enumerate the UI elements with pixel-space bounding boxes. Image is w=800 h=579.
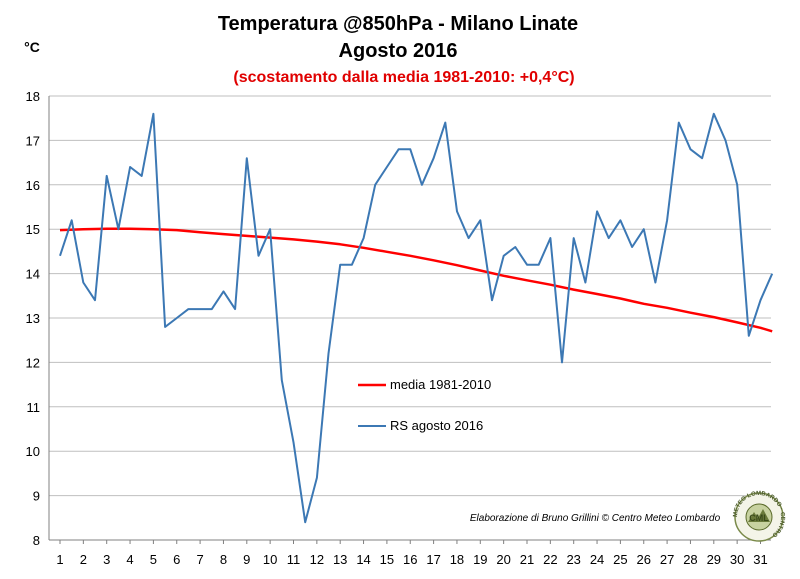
x-tick-label-3: 3 xyxy=(103,552,110,567)
y-tick-label-9: 9 xyxy=(33,489,40,504)
x-tick-label-4: 4 xyxy=(126,552,133,567)
x-tick-label-22: 22 xyxy=(543,552,557,567)
y-axis-unit: °C xyxy=(24,39,40,55)
x-tick-label-23: 23 xyxy=(566,552,580,567)
x-tick-label-25: 25 xyxy=(613,552,627,567)
x-tick-label-11: 11 xyxy=(287,552,301,567)
credit-text: Elaborazione di Bruno Grillini © Centro … xyxy=(470,513,721,524)
x-tick-label-12: 12 xyxy=(310,552,324,567)
x-tick-label-26: 26 xyxy=(637,552,651,567)
chart-title-line2: Agosto 2016 xyxy=(339,40,458,62)
x-tick-label-16: 16 xyxy=(403,552,417,567)
y-tick-label-8: 8 xyxy=(33,533,40,548)
y-tick-label-15: 15 xyxy=(26,222,40,237)
y-tick-label-13: 13 xyxy=(26,311,40,326)
x-tick-label-28: 28 xyxy=(683,552,697,567)
y-tick-label-17: 17 xyxy=(26,133,40,148)
legend: media 1981-2010 RS agosto 2016 xyxy=(358,377,491,433)
x-tick-label-30: 30 xyxy=(730,552,744,567)
x-tick-label-20: 20 xyxy=(496,552,510,567)
y-tick-label-16: 16 xyxy=(26,178,40,193)
y-tick-label-14: 14 xyxy=(26,267,40,282)
x-tick-label-15: 15 xyxy=(380,552,394,567)
y-tick-label-12: 12 xyxy=(26,355,40,370)
series-line-rs-agosto-2016 xyxy=(59,112,774,524)
x-tick-labels: 1 2 3 4 5 6 7 8 9 10 11 12 13 14 15 16 17 18 19 20 21 22 23 24 2… xyxy=(56,552,767,567)
logo-inner-text: CML xyxy=(749,513,769,523)
x-tick-label-24: 24 xyxy=(590,552,604,567)
mountain-icon xyxy=(748,509,770,522)
x-tick-label-18: 18 xyxy=(450,552,464,567)
axes xyxy=(48,96,771,544)
x-tick-label-13: 13 xyxy=(333,552,347,567)
centro-meteo-lombardo-logo: CML METEO LOMBARDO · CENTRO xyxy=(733,491,785,542)
series-lines xyxy=(59,112,774,524)
legend-label-media: media 1981-2010 xyxy=(390,377,491,392)
y-tick-label-11: 11 xyxy=(27,400,41,415)
x-tick-label-27: 27 xyxy=(660,552,674,567)
y-tick-label-10: 10 xyxy=(26,444,40,459)
chart-subtitle: (scostamento dalla media 1981-2010: +0,4… xyxy=(233,69,574,86)
x-tick-label-5: 5 xyxy=(150,552,157,567)
series-line-media-1981-2010 xyxy=(59,227,773,333)
x-tick-label-8: 8 xyxy=(220,552,227,567)
x-tick-label-10: 10 xyxy=(263,552,277,567)
x-tick-label-2: 2 xyxy=(80,552,87,567)
x-tick-label-7: 7 xyxy=(196,552,203,567)
x-tick-label-6: 6 xyxy=(173,552,180,567)
y-tick-label-18: 18 xyxy=(26,89,40,104)
x-tick-label-19: 19 xyxy=(473,552,487,567)
y-tick-labels: 8 9 10 11 12 13 14 15 16 17 18 xyxy=(26,89,40,548)
x-tick-label-17: 17 xyxy=(426,552,440,567)
x-tick-label-31: 31 xyxy=(753,552,767,567)
x-tick-label-1: 1 xyxy=(56,552,63,567)
x-tick-label-21: 21 xyxy=(520,552,534,567)
x-tick-label-14: 14 xyxy=(356,552,370,567)
x-tick-label-29: 29 xyxy=(707,552,721,567)
chart-title: Temperatura @850hPa - Milano Linate xyxy=(218,13,578,35)
legend-label-rs: RS agosto 2016 xyxy=(390,418,483,433)
x-tick-label-9: 9 xyxy=(243,552,250,567)
